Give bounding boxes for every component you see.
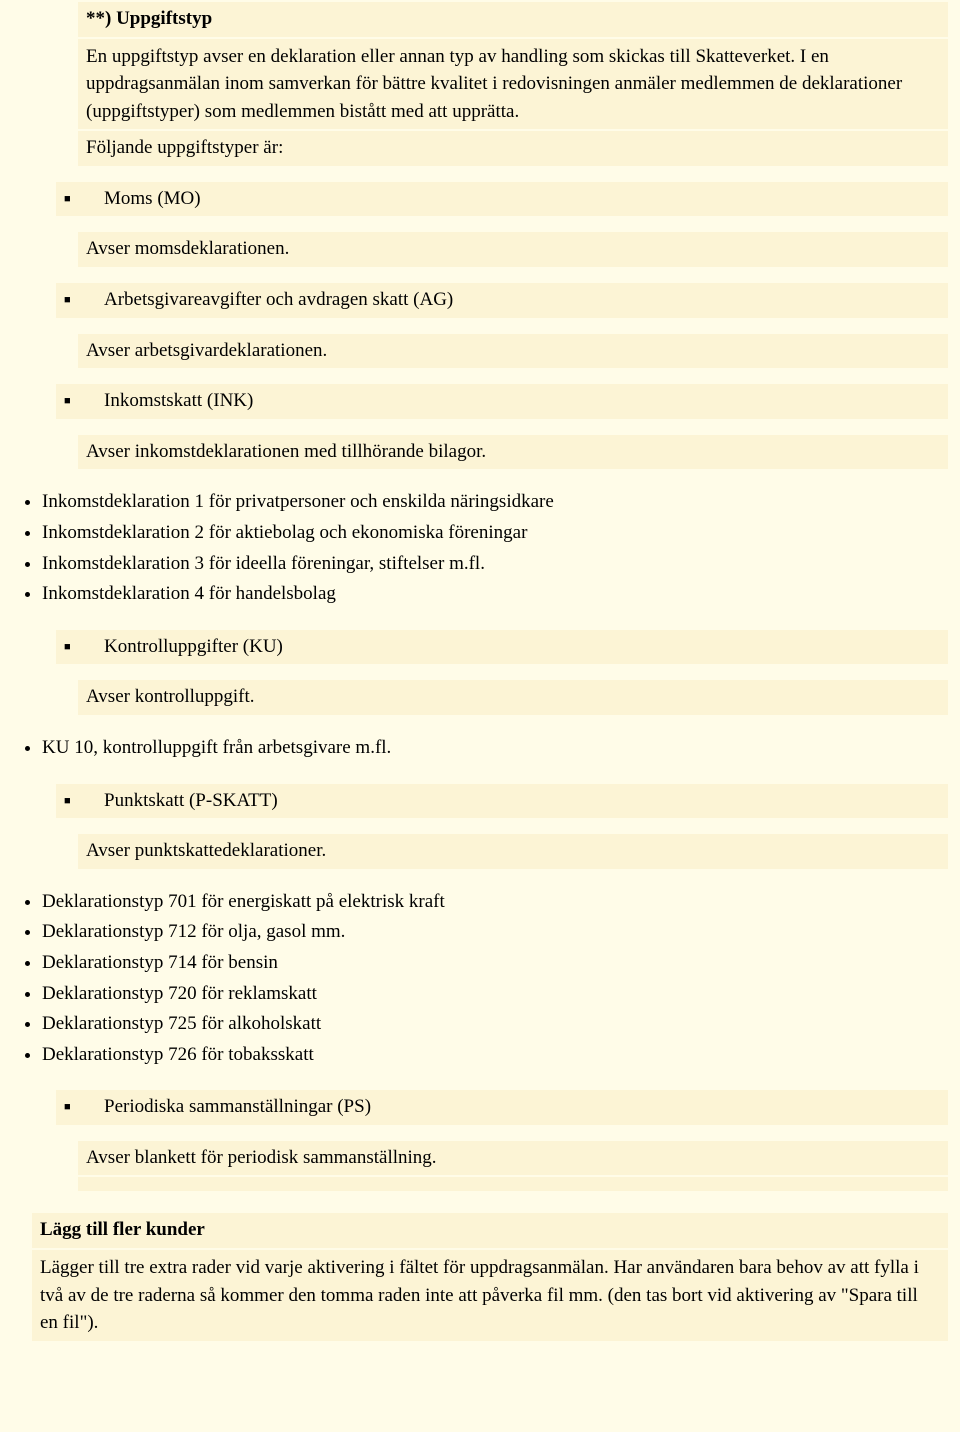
sub-list-text: Inkomstdeklaration 3 för ideella förenin… <box>42 553 485 574</box>
type-item: ■ Inkomstskatt (INK) <box>56 384 948 419</box>
lead-text: Följande uppgiftstyper är: <box>86 137 283 158</box>
sub-list: Deklarationstyp 701 för energiskatt på e… <box>0 887 960 1071</box>
lead-text-band: Följande uppgiftstyper är: <box>78 131 948 166</box>
sub-list-text: Deklarationstyp 726 för tobaksskatt <box>42 1044 314 1065</box>
sub-list-item: Inkomstdeklaration 2 för aktiebolag och … <box>42 518 960 549</box>
sub-list-text: Deklarationstyp 712 för olja, gasol mm. <box>42 921 345 942</box>
sub-list-text: Inkomstdeklaration 1 för privatpersoner … <box>42 491 554 512</box>
section-paragraph-lagg: Lägger till tre extra rader vid varje ak… <box>32 1250 948 1341</box>
type-desc: Avser inkomstdeklarationen med tillhöran… <box>86 441 486 462</box>
type-desc: Avser punktskattedeklarationer. <box>86 840 326 861</box>
sub-list-item: Deklarationstyp 726 för tobaksskatt <box>42 1040 960 1071</box>
sub-list-text: Deklarationstyp 701 för energiskatt på e… <box>42 891 445 912</box>
type-desc: Avser blankett för periodisk sammanställ… <box>86 1147 437 1168</box>
sub-list-text: Deklarationstyp 720 för reklamskatt <box>42 983 317 1004</box>
paragraph-text: Lägger till tre extra rader vid varje ak… <box>40 1257 919 1333</box>
type-desc-band: Avser kontrolluppgift. <box>78 680 948 715</box>
square-bullet-icon: ■ <box>64 640 104 655</box>
type-label: Punktskatt (P-SKATT) <box>104 788 278 815</box>
paragraph-text: En uppgiftstyp avser en deklaration elle… <box>86 46 902 122</box>
sub-list-text: KU 10, kontrolluppgift från arbetsgivare… <box>42 737 391 758</box>
square-bullet-icon: ■ <box>64 394 104 409</box>
sub-list-item: KU 10, kontrolluppgift från arbetsgivare… <box>42 733 960 764</box>
square-bullet-icon: ■ <box>64 293 104 308</box>
sub-list-text: Deklarationstyp 725 för alkoholskatt <box>42 1013 321 1034</box>
sub-list-item: Inkomstdeklaration 1 för privatpersoner … <box>42 487 960 518</box>
square-bullet-icon: ■ <box>64 192 104 207</box>
section-heading-lagg: Lägg till fler kunder <box>32 1213 948 1248</box>
type-desc-band: Avser blankett för periodisk sammanställ… <box>78 1141 948 1176</box>
heading-text: Lägg till fler kunder <box>40 1219 205 1240</box>
sub-list: KU 10, kontrolluppgift från arbetsgivare… <box>0 733 960 764</box>
type-desc-band: Avser momsdeklarationen. <box>78 232 948 267</box>
sub-list: Inkomstdeklaration 1 för privatpersoner … <box>0 487 960 609</box>
sub-list-item: Deklarationstyp 725 för alkoholskatt <box>42 1009 960 1040</box>
type-desc: Avser arbetsgivardeklarationen. <box>86 340 327 361</box>
sub-list-text: Inkomstdeklaration 2 för aktiebolag och … <box>42 522 527 543</box>
heading-text: **) Uppgiftstyp <box>86 8 212 29</box>
sub-list-item: Deklarationstyp 720 för reklamskatt <box>42 979 960 1010</box>
type-item: ■ Periodiska sammanställningar (PS) <box>56 1090 948 1125</box>
sub-list-item: Deklarationstyp 712 för olja, gasol mm. <box>42 917 960 948</box>
type-label: Moms (MO) <box>104 186 201 213</box>
sub-list-item: Inkomstdeklaration 3 för ideella förenin… <box>42 549 960 580</box>
type-desc: Avser kontrolluppgift. <box>86 686 255 707</box>
type-desc-band: Avser punktskattedeklarationer. <box>78 834 948 869</box>
type-item: ■ Moms (MO) <box>56 182 948 217</box>
type-desc-band: Avser arbetsgivardeklarationen. <box>78 334 948 369</box>
sub-list-text: Deklarationstyp 714 för bensin <box>42 952 278 973</box>
type-label: Inkomstskatt (INK) <box>104 388 253 415</box>
type-item: ■ Punktskatt (P-SKATT) <box>56 784 948 819</box>
sub-list-item: Deklarationstyp 714 för bensin <box>42 948 960 979</box>
sub-list-item: Deklarationstyp 701 för energiskatt på e… <box>42 887 960 918</box>
section-heading-uppgiftstyp: **) Uppgiftstyp <box>78 2 948 37</box>
type-label: Arbetsgivareavgifter och avdragen skatt … <box>104 287 453 314</box>
sub-list-text: Inkomstdeklaration 4 för handelsbolag <box>42 583 336 604</box>
type-label: Periodiska sammanställningar (PS) <box>104 1094 371 1121</box>
type-label: Kontrolluppgifter (KU) <box>104 634 283 661</box>
section-paragraph-uppgiftstyp: En uppgiftstyp avser en deklaration elle… <box>78 39 948 130</box>
type-desc: Avser momsdeklarationen. <box>86 238 289 259</box>
square-bullet-icon: ■ <box>64 1100 104 1115</box>
type-item: ■ Kontrolluppgifter (KU) <box>56 630 948 665</box>
type-desc-band: Avser inkomstdeklarationen med tillhöran… <box>78 435 948 470</box>
sub-list-item: Inkomstdeklaration 4 för handelsbolag <box>42 579 960 610</box>
square-bullet-icon: ■ <box>64 794 104 809</box>
type-item: ■ Arbetsgivareavgifter och avdragen skat… <box>56 283 948 318</box>
empty-band <box>78 1177 948 1191</box>
